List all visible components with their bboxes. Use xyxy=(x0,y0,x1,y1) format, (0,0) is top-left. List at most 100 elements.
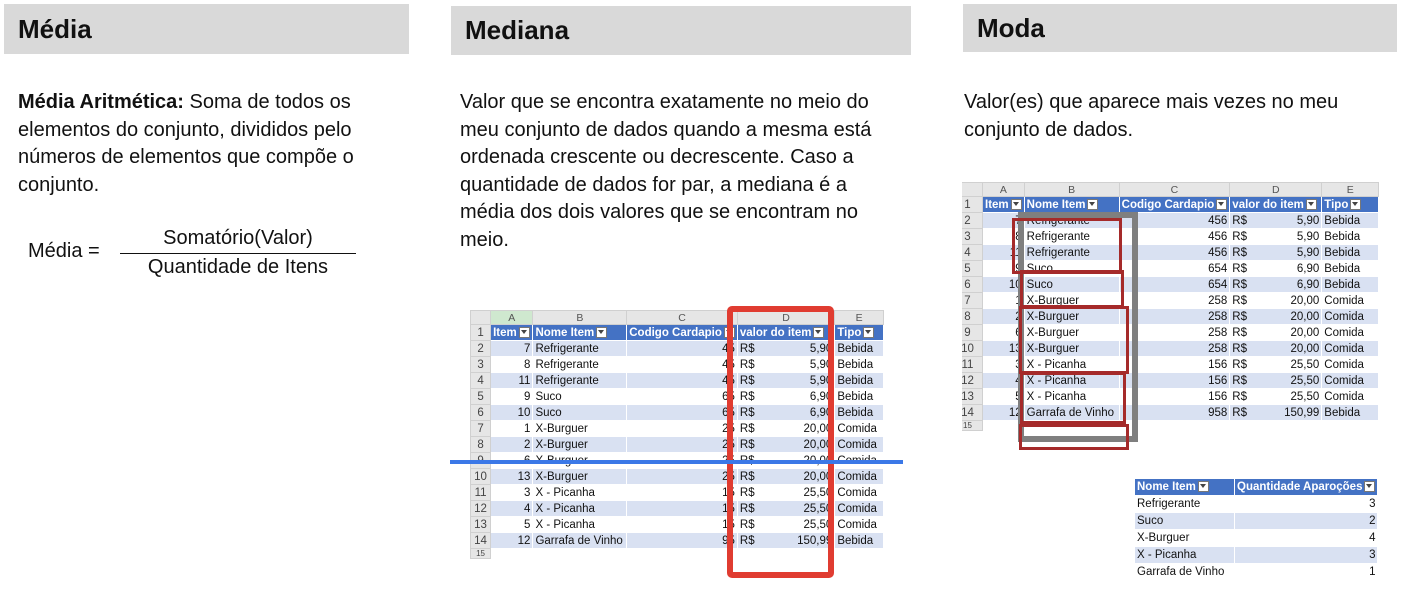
tipo-cell[interactable]: Bebida xyxy=(1321,404,1380,421)
nome-item-cell[interactable]: X - Picanha xyxy=(532,484,628,501)
valor-cell[interactable]: R$ 20,00 xyxy=(736,436,836,453)
column-letter-a[interactable]: A xyxy=(982,182,1025,197)
summary-qtd-cell[interactable]: 3 xyxy=(1233,495,1379,513)
valor-cell[interactable]: R$ 6,90 xyxy=(1229,260,1323,277)
header-cell-4[interactable]: Tipo xyxy=(834,324,884,341)
header-cell-0[interactable]: Item xyxy=(490,324,534,341)
item-cell[interactable]: 9 xyxy=(490,388,534,405)
empty-cell[interactable] xyxy=(736,548,836,559)
codigo-cell[interactable]: 654 xyxy=(1118,276,1231,293)
item-cell[interactable]: 3 xyxy=(490,484,534,501)
summary-qtd-cell[interactable]: 1 xyxy=(1233,563,1379,581)
codigo-cell[interactable]: 65 xyxy=(626,388,738,405)
codigo-cell[interactable]: 25 xyxy=(626,468,738,485)
tipo-cell[interactable]: Bebida xyxy=(834,532,884,549)
codigo-cell[interactable]: 25 xyxy=(626,420,738,437)
tipo-cell[interactable]: Comida xyxy=(834,436,884,453)
summary-nome-cell[interactable]: Refrigerante xyxy=(1134,495,1235,513)
item-cell[interactable]: 11 xyxy=(490,372,534,389)
valor-cell[interactable]: R$ 150,99 xyxy=(736,532,836,549)
empty-cell[interactable] xyxy=(532,548,628,559)
nome-item-cell[interactable]: X - Picanha xyxy=(1023,356,1120,373)
valor-cell[interactable]: R$ 6,90 xyxy=(736,404,836,421)
filter-dropdown-icon[interactable] xyxy=(1216,198,1228,210)
codigo-cell[interactable]: 15 xyxy=(626,516,738,533)
column-letter-e[interactable]: E xyxy=(834,310,884,325)
empty-cell[interactable] xyxy=(1229,420,1323,431)
nome-item-cell[interactable]: X - Picanha xyxy=(532,516,628,533)
column-letter-a[interactable]: A xyxy=(490,310,534,325)
column-letter-c[interactable]: C xyxy=(626,310,738,325)
valor-cell[interactable]: R$ 20,00 xyxy=(736,420,836,437)
summary-qtd-cell[interactable]: 3 xyxy=(1233,546,1379,564)
summary-header-cell-0[interactable]: Nome Item xyxy=(1134,478,1235,496)
tipo-cell[interactable]: Bebida xyxy=(834,356,884,373)
codigo-cell[interactable]: 456 xyxy=(1118,212,1231,229)
column-letter-d[interactable]: D xyxy=(1229,182,1323,197)
codigo-cell[interactable]: 45 xyxy=(626,340,738,357)
valor-cell[interactable]: R$ 20,00 xyxy=(736,468,836,485)
valor-cell[interactable]: R$ 6,90 xyxy=(1229,276,1323,293)
item-cell[interactable]: 2 xyxy=(490,436,534,453)
tipo-cell[interactable]: Bebida xyxy=(1321,244,1380,261)
codigo-cell[interactable]: 15 xyxy=(626,500,738,517)
valor-cell[interactable]: R$ 5,90 xyxy=(1229,228,1323,245)
header-cell-1[interactable]: Nome Item xyxy=(1023,196,1120,213)
empty-cell[interactable] xyxy=(490,548,534,559)
item-cell[interactable]: 5 xyxy=(490,516,534,533)
filter-dropdown-icon[interactable] xyxy=(1305,198,1317,210)
nome-item-cell[interactable]: Suco xyxy=(1023,276,1120,293)
column-letter-b[interactable]: B xyxy=(1023,182,1120,197)
tipo-cell[interactable]: Comida xyxy=(1321,324,1380,341)
valor-cell[interactable]: R$ 25,50 xyxy=(1229,372,1323,389)
filter-dropdown-icon[interactable] xyxy=(1087,198,1099,210)
item-cell[interactable]: 1 xyxy=(490,420,534,437)
nome-item-cell[interactable]: X-Burguer xyxy=(532,436,628,453)
item-cell[interactable]: 10 xyxy=(490,404,534,421)
tipo-cell[interactable]: Comida xyxy=(834,516,884,533)
item-cell[interactable]: 4 xyxy=(490,500,534,517)
nome-item-cell[interactable]: X - Picanha xyxy=(1023,388,1120,405)
nome-item-cell[interactable]: Garrafa de Vinho xyxy=(1023,404,1120,421)
column-letter-c[interactable]: C xyxy=(1118,182,1231,197)
codigo-cell[interactable]: 258 xyxy=(1118,340,1231,357)
tipo-cell[interactable]: Comida xyxy=(1321,340,1380,357)
tipo-cell[interactable]: Bebida xyxy=(834,404,884,421)
codigo-cell[interactable]: 45 xyxy=(626,372,738,389)
valor-cell[interactable]: R$ 150,99 xyxy=(1229,404,1323,421)
filter-dropdown-icon[interactable] xyxy=(596,326,608,338)
valor-cell[interactable]: R$ 25,50 xyxy=(1229,356,1323,373)
item-cell[interactable]: 7 xyxy=(490,340,534,357)
column-letter-d[interactable]: D xyxy=(736,310,836,325)
valor-cell[interactable]: R$ 20,00 xyxy=(1229,308,1323,325)
valor-cell[interactable]: R$ 5,90 xyxy=(1229,244,1323,261)
tipo-cell[interactable]: Bebida xyxy=(1321,212,1380,229)
filter-dropdown-icon[interactable] xyxy=(518,326,530,338)
tipo-cell[interactable]: Comida xyxy=(834,420,884,437)
codigo-cell[interactable]: 258 xyxy=(1118,292,1231,309)
nome-item-cell[interactable]: Refrigerante xyxy=(532,356,628,373)
nome-item-cell[interactable]: Garrafa de Vinho xyxy=(532,532,628,549)
nome-item-cell[interactable]: X - Picanha xyxy=(532,500,628,517)
nome-item-cell[interactable]: Refrigerante xyxy=(532,372,628,389)
summary-qtd-cell[interactable]: 4 xyxy=(1233,529,1379,547)
filter-dropdown-icon[interactable] xyxy=(863,326,875,338)
tipo-cell[interactable]: Comida xyxy=(1321,356,1380,373)
nome-item-cell[interactable]: X-Burguer xyxy=(532,420,628,437)
header-cell-2[interactable]: Codigo Cardapio xyxy=(1118,196,1231,213)
summary-qtd-cell[interactable]: 2 xyxy=(1233,512,1379,530)
codigo-cell[interactable]: 456 xyxy=(1118,244,1231,261)
tipo-cell[interactable]: Bebida xyxy=(1321,276,1380,293)
codigo-cell[interactable]: 258 xyxy=(1118,308,1231,325)
filter-dropdown-icon[interactable] xyxy=(1364,481,1376,493)
valor-cell[interactable]: R$ 20,00 xyxy=(1229,324,1323,341)
header-cell-0[interactable]: Item xyxy=(982,196,1025,213)
summary-nome-cell[interactable]: Suco xyxy=(1134,512,1235,530)
item-cell[interactable]: 10 xyxy=(982,276,1025,293)
empty-cell[interactable] xyxy=(834,548,884,559)
header-cell-3[interactable]: valor do item xyxy=(736,324,836,341)
filter-dropdown-icon[interactable] xyxy=(1010,198,1022,210)
tipo-cell[interactable]: Bebida xyxy=(1321,260,1380,277)
codigo-cell[interactable]: 65 xyxy=(626,404,738,421)
tipo-cell[interactable]: Comida xyxy=(834,468,884,485)
